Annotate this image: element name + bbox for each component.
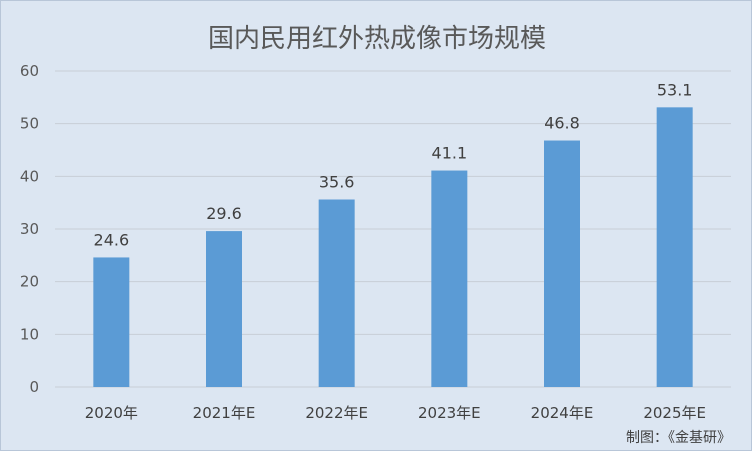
data-label: 46.8 (544, 114, 580, 133)
y-tick-label: 30 (20, 220, 39, 238)
y-tick-label: 50 (20, 115, 39, 133)
data-label: 41.1 (432, 144, 468, 163)
x-category-label: 2021年E (193, 404, 256, 422)
x-category-label: 2024年E (531, 404, 594, 422)
grid-lines (55, 70, 731, 388)
data-labels: 24.6 29.6 35.6 41.1 46.8 53.1 (94, 80, 693, 249)
bars (93, 107, 693, 387)
x-axis-categories: 2020年 2021年E 2022年E 2023年E 2024年E 2025年E (85, 404, 706, 422)
bar (318, 199, 355, 387)
y-tick-label: 20 (20, 273, 39, 291)
x-category-label: 2023年E (418, 404, 481, 422)
y-tick-label: 0 (29, 378, 39, 396)
bar (656, 107, 693, 387)
y-tick-label: 10 (20, 325, 39, 343)
bar (544, 140, 580, 387)
y-tick-label: 40 (20, 167, 39, 185)
y-tick-label: 60 (20, 62, 39, 80)
bar (93, 257, 130, 387)
data-label: 35.6 (319, 173, 355, 192)
data-label: 29.6 (206, 204, 242, 223)
x-category-label: 2020年 (85, 404, 138, 422)
data-label: 53.1 (657, 80, 693, 99)
credit-text: 制图：《金基研》 (626, 429, 731, 446)
bar (206, 231, 242, 387)
y-axis-ticks: 0 10 20 30 40 50 60 (20, 62, 39, 396)
bar (431, 170, 468, 387)
chart-title: 国内民用红外热成像市场规模 (208, 24, 546, 54)
data-label: 24.6 (94, 230, 130, 249)
x-category-label: 2022年E (305, 404, 368, 422)
x-category-label: 2025年E (643, 404, 706, 422)
